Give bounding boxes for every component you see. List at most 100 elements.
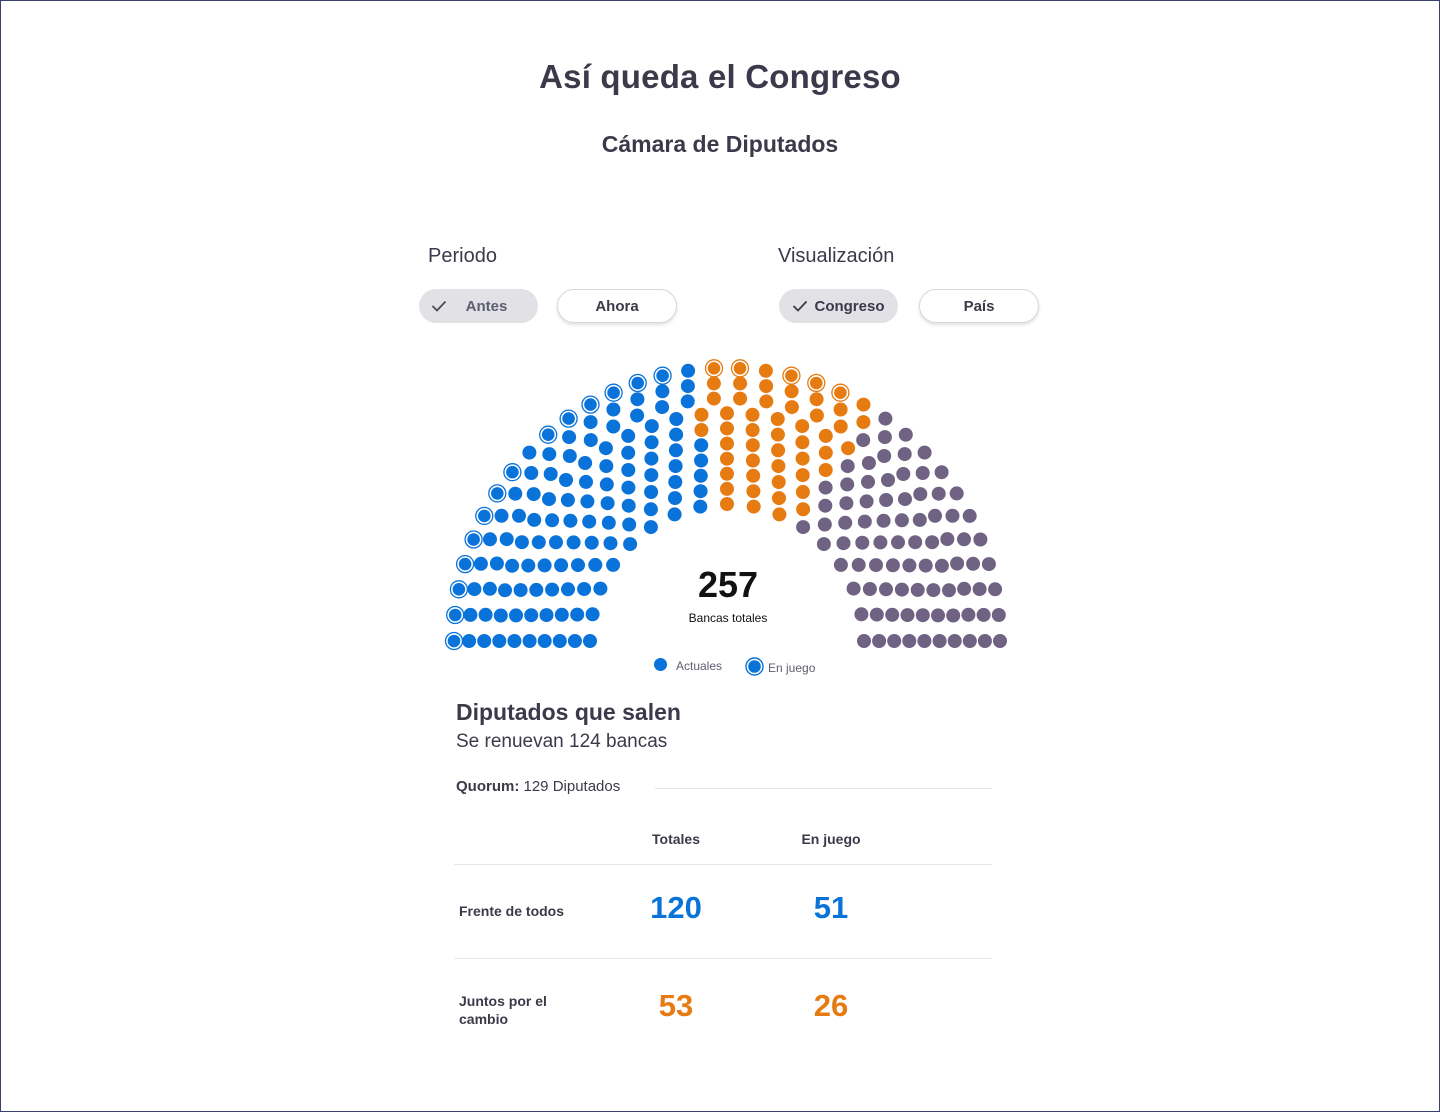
seat-dot [915,608,930,623]
seat-dot [795,468,810,483]
seat-dot [720,497,734,511]
seat-dot [856,397,871,412]
seat-dot [877,449,892,463]
seat-dot [940,532,955,547]
seat-dot [463,607,478,622]
seat-dot [527,512,542,527]
seat-dot [601,515,616,530]
seat-dot [770,412,785,426]
seat-dot [600,496,615,511]
seat-dot [857,514,872,529]
seat-dot [462,634,477,648]
seat-dot [898,492,912,507]
quorum-divider [655,788,992,789]
seat-dot [529,582,544,597]
visualizacion-pais-button[interactable]: País [919,289,1039,323]
visualizacion-congreso-button[interactable]: Congreso [779,289,898,323]
seat-dot [758,363,773,378]
seat-dot [467,533,480,546]
seat-dot [583,433,598,448]
seat-dot [531,535,546,550]
seat-dot [902,558,917,573]
periodo-antes-button[interactable]: Antes [419,289,538,323]
seat-dot [644,485,659,499]
seat-dot [478,509,491,523]
seat-dot [489,556,504,571]
seat-dot [694,438,709,453]
seat-dot [872,634,887,648]
seat-dot [859,494,874,509]
seat-dot [957,532,971,547]
seat-dot [693,499,708,514]
legend-en-juego: En juego [745,657,815,679]
seat-dot [809,408,824,423]
seat-ring [581,395,600,414]
seat-dot [505,558,520,573]
seat-dot [993,634,1007,648]
seat-dot [643,502,658,517]
seat-dot [926,583,941,598]
seat-dot [885,558,900,573]
row-juntos-totales: 53 [658,988,694,1023]
seat-dot [925,535,940,550]
seat-dot [945,508,960,523]
seat-dot [560,493,575,507]
seat-dot [621,480,636,495]
seat-dot [513,583,528,598]
seat-dot [838,515,853,530]
seat-dot [810,376,823,390]
seat-dot [566,535,581,550]
seat-dot [818,445,833,460]
seat-dot [588,557,603,572]
seat-dot [521,558,536,573]
seat-dot [912,512,927,527]
column-header-totales: Totales [652,831,700,847]
row-label-frente: Frente de todos [459,903,565,919]
seat-dot [759,379,774,394]
seat-dot [559,473,573,487]
seat-dot [720,406,734,421]
seat-dot [706,391,721,406]
seat-ring [539,425,558,444]
periodo-ahora-button[interactable]: Ahora [557,289,677,323]
seat-dot [522,445,537,460]
seat-dot [962,508,977,523]
seat-dot [562,412,575,425]
seat-dot [644,419,659,434]
seat-dot [549,535,563,550]
seat-dot [655,400,670,415]
legend-en-juego-label: En juego [768,661,816,675]
seat-dot [934,558,949,573]
seat-dot [887,634,902,648]
seat-dot [873,535,888,550]
quorum-value: 129 Diputados [523,778,621,795]
seat-dot [644,451,659,466]
seat-dot [745,438,760,453]
seat-dot [818,498,833,513]
seat-dot [931,608,945,623]
seat-dot [562,449,577,463]
seat-dot [539,608,554,623]
seat-dot [942,583,956,598]
seat-dot [630,392,645,407]
seat-dot [669,412,684,426]
seat-dot [876,513,891,528]
seat-dot [542,447,557,462]
seat-dot [667,507,682,522]
seat-dot [949,486,964,501]
seat-dot [816,537,831,552]
seat-dot [771,459,786,474]
seat-dot [483,532,497,547]
seat-ring [831,383,850,402]
seat-dot [577,582,592,596]
seat-dot [447,634,461,648]
seat-dot [900,608,915,623]
seat-dot [585,607,600,622]
seat-dot [668,459,683,474]
seat-ring [653,366,672,385]
seat-dot [644,468,659,483]
seat-ring [464,530,483,549]
seat-dot [499,532,514,547]
seat-dot [839,496,854,511]
seat-dot [733,376,748,391]
